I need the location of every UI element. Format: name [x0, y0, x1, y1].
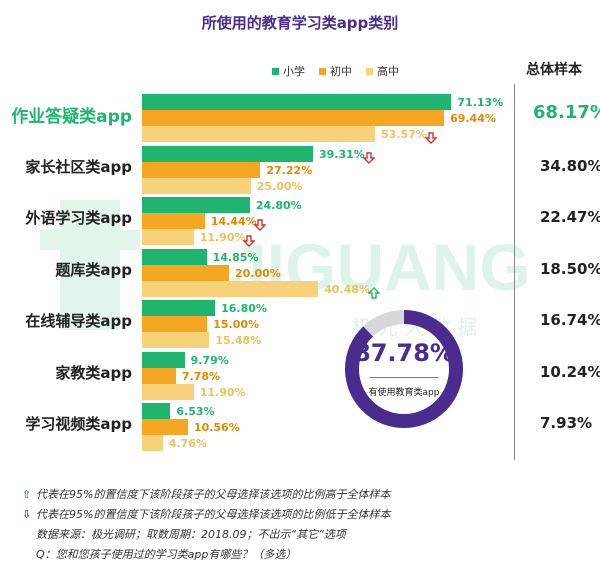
bar [142, 280, 319, 297]
footnote-source: 数据来源：极光调研；取数周期：2018.09；不出示“其它”选项 [36, 528, 346, 541]
usage-donut: 87.78% 有使用教育类app [342, 307, 466, 431]
legend-label: 小学 [283, 65, 305, 78]
data-label: 25.00% [256, 179, 303, 193]
total-value: 10.24% [540, 362, 600, 381]
donut-divider [370, 377, 438, 378]
chart-title: 所使用的教育学习类app类别 [201, 14, 399, 32]
down-arrow-icon [423, 129, 438, 144]
legend-swatch [272, 67, 279, 75]
total-value: 34.80% [540, 156, 600, 175]
data-label: 9.79% [190, 353, 229, 367]
data-label: 15.00% [213, 318, 260, 331]
data-label: 24.80% [255, 199, 302, 212]
bar [142, 351, 185, 368]
bar [142, 367, 176, 384]
legend-swatch [319, 67, 326, 75]
data-label: 14.44% [210, 215, 257, 228]
total-value: 18.50% [540, 259, 600, 278]
down-arrow-icon [253, 216, 268, 231]
donut-ring [345, 310, 463, 428]
footnote-down: ⇩ 代表在95%的置信度下该阶段孩子的父母选择该选项的比例低于全体样本 [22, 506, 390, 522]
footnote-up: ⇧ 代表在95%的置信度下该阶段孩子的父母选择该选项的比例高于全体样本 [22, 486, 390, 502]
data-label: 71.13% [457, 96, 504, 109]
bar [142, 316, 208, 332]
total-value: 16.74% [540, 311, 600, 329]
bar [142, 383, 194, 400]
data-label: 39.31% [318, 147, 365, 161]
bar [142, 213, 205, 229]
bar [142, 94, 452, 110]
total-header: 总体样本 [526, 62, 582, 78]
data-label: 69.44% [450, 112, 496, 125]
legend-item-high: 高中 [366, 63, 399, 79]
data-label: 40.48% [324, 282, 370, 296]
data-label: 4.76% [168, 437, 207, 450]
legend-label: 初中 [330, 65, 352, 78]
legend-item-middle: 初中 [319, 63, 352, 79]
donut-arc [345, 310, 463, 428]
down-arrow-icon [361, 149, 376, 164]
bar [142, 264, 229, 281]
legend-item-primary: 小学 [272, 63, 305, 79]
donut-percent: 87.78% [354, 339, 454, 367]
bar [142, 110, 445, 126]
total-value: 68.17% [533, 102, 600, 123]
category-label: 在线辅导类app [25, 312, 132, 330]
bar [142, 248, 207, 265]
category-label: 家长社区类app [25, 157, 132, 176]
data-label: 7.78% [181, 369, 220, 383]
category-label: 题库类app [55, 260, 132, 279]
down-arrow-icon: ⇩ [22, 508, 32, 521]
donut-label: 有使用教育类app [368, 388, 440, 398]
bar [142, 126, 376, 142]
footnote-text: 代表在95%的置信度下该阶段孩子的父母选择该选项的比例高于全体样本 [36, 488, 391, 501]
bar [142, 332, 210, 348]
data-label: 10.56% [193, 421, 240, 434]
data-label: 53.57% [381, 128, 427, 141]
bar [142, 145, 313, 162]
down-arrow-icon [242, 232, 257, 247]
bar [142, 229, 194, 245]
data-label: 14.85% [212, 250, 259, 264]
total-value: 22.47% [540, 208, 600, 226]
bar [142, 300, 216, 316]
up-arrow-icon: ⇧ [22, 488, 32, 501]
up-arrow-icon [366, 284, 381, 299]
category-label: 学习视频类app [25, 415, 132, 433]
data-label: 11.90% [199, 385, 246, 399]
bar [142, 435, 163, 451]
footnote-question: Q：您和您孩子使用过的学习类app有哪些？（多选） [36, 548, 297, 561]
category-label: 外语学习类app [25, 209, 132, 227]
data-label: 16.80% [221, 302, 267, 315]
legend-label: 高中 [377, 65, 399, 78]
bar [142, 419, 188, 435]
bar [142, 177, 251, 194]
total-value: 7.93% [540, 414, 593, 432]
divider [514, 84, 515, 460]
bar [142, 161, 261, 178]
data-label: 15.48% [215, 334, 262, 347]
data-label: 20.00% [235, 266, 281, 280]
category-label: 作业答疑类app [11, 107, 132, 127]
data-label: 11.90% [199, 231, 246, 244]
category-label: 家教类app [55, 363, 132, 382]
bar [142, 403, 171, 419]
legend: 小学 初中 高中 [272, 63, 399, 79]
data-label: 6.53% [176, 405, 215, 418]
data-label: 27.22% [266, 163, 313, 177]
legend-swatch [366, 67, 373, 75]
footnote-text: 代表在95%的置信度下该阶段孩子的父母选择该选项的比例低于全体样本 [36, 508, 391, 521]
bar [142, 197, 250, 213]
